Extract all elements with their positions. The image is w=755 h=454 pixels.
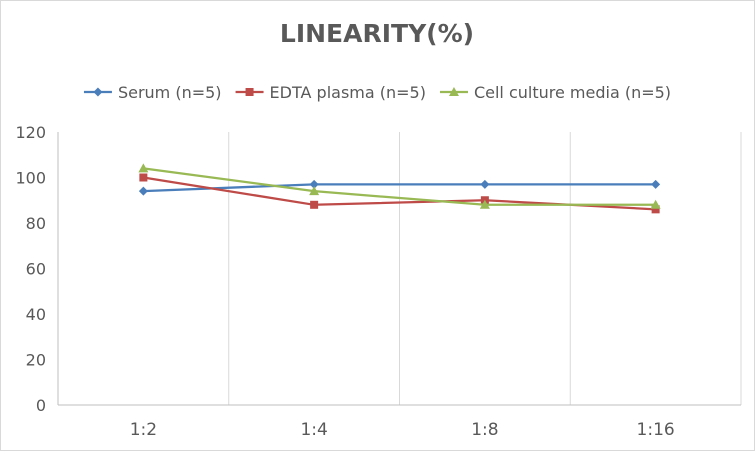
series-layer <box>138 163 661 214</box>
x-tick-label: 1:16 <box>637 420 675 440</box>
y-tick-label: 80 <box>26 214 46 233</box>
y-tick-label: 60 <box>26 260 46 279</box>
data-point <box>138 163 149 173</box>
data-point <box>480 179 490 189</box>
x-tick-label: 1:4 <box>300 420 327 440</box>
data-point <box>651 205 660 214</box>
legend: Serum (n=5) EDTA plasma (n=5) Cell culture… <box>83 83 671 102</box>
legend-item: Cell culture media (n=5) <box>439 83 671 102</box>
legend-item: Serum (n=5) <box>83 83 222 102</box>
data-point <box>479 199 490 209</box>
legend-label: Cell culture media (n=5) <box>474 83 671 102</box>
x-tick-label: 1:8 <box>471 420 498 440</box>
legend-label: Serum (n=5) <box>118 83 222 102</box>
data-point <box>309 179 319 189</box>
data-point <box>138 186 148 196</box>
series-1 <box>138 179 661 196</box>
data-point <box>650 199 661 209</box>
axes: 0 20 40 60 80 100 120 1:2 1:4 1:8 1:16 <box>15 123 741 440</box>
legend-swatch-marker <box>93 87 103 97</box>
chart-title: LINEARITY(%) <box>280 19 474 48</box>
data-point <box>651 179 661 189</box>
legend-label: EDTA plasma (n=5) <box>270 83 426 102</box>
series-line <box>143 167 656 206</box>
y-tick-label: 0 <box>36 396 46 415</box>
legend-item: EDTA plasma (n=5) <box>235 83 426 102</box>
y-tick-label: 120 <box>15 123 46 142</box>
y-tick-label: 40 <box>26 305 46 324</box>
x-tick-label: 1:2 <box>130 420 157 440</box>
y-tick-label: 100 <box>15 169 46 188</box>
gridlines <box>228 132 742 405</box>
data-point <box>309 186 320 196</box>
data-point <box>139 173 148 182</box>
series-3 <box>138 163 661 209</box>
y-tick-label: 20 <box>26 351 46 370</box>
legend-swatch-marker <box>245 88 254 96</box>
data-point <box>310 200 319 209</box>
legend-swatch-marker <box>448 87 459 96</box>
series-line <box>143 183 656 193</box>
